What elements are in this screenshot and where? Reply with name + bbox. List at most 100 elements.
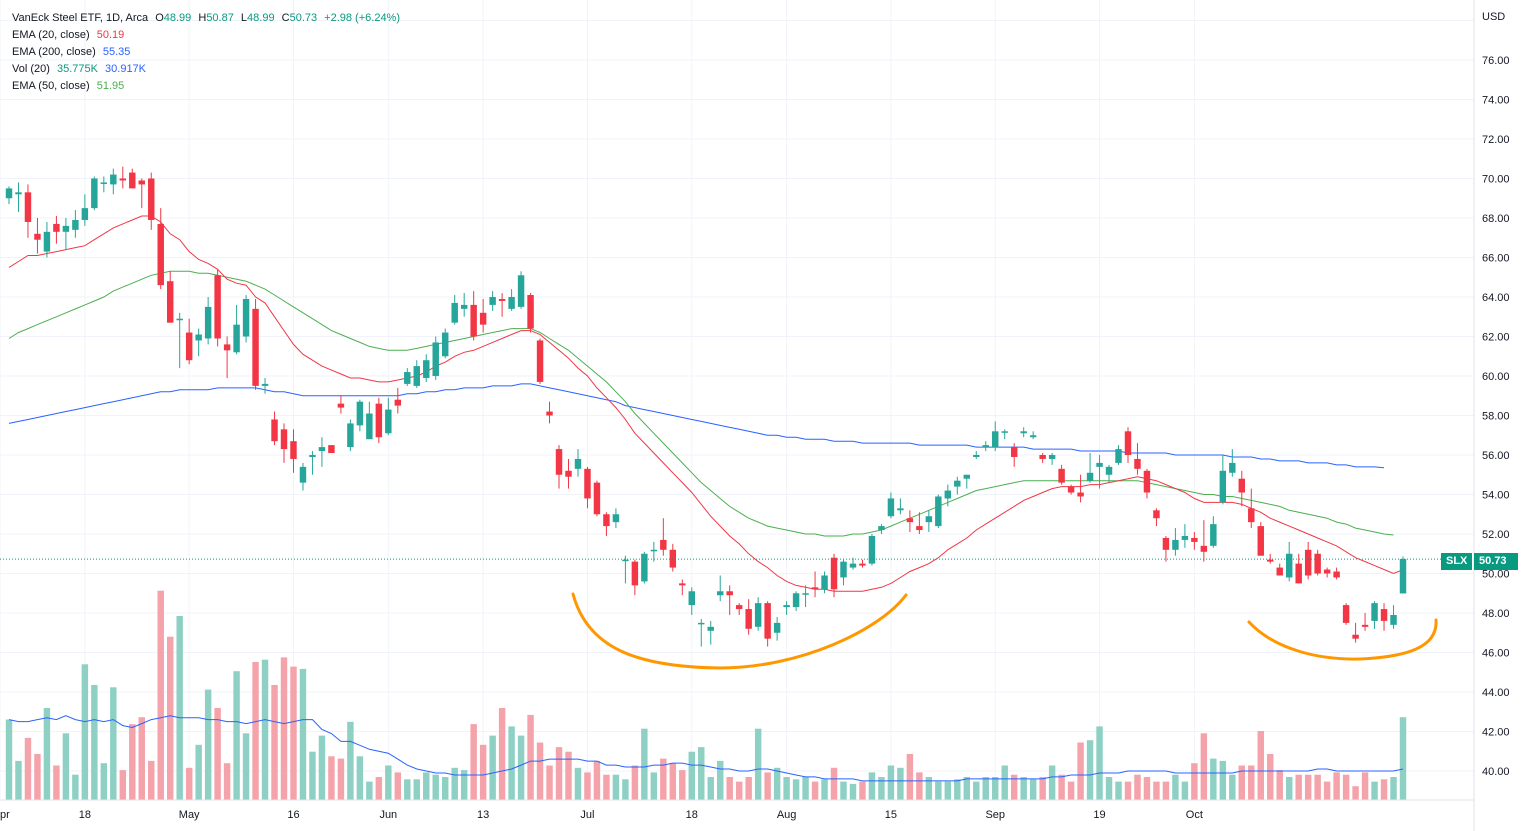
volume-bar: [517, 735, 525, 800]
volume-bar: [1134, 774, 1141, 800]
candle-body: [1143, 470, 1151, 493]
legend-high: 50.87: [206, 12, 234, 24]
volume-bar: [337, 758, 345, 800]
candle-body: [271, 419, 278, 442]
volume-bar: [982, 777, 989, 800]
volume-bar: [309, 751, 316, 800]
candle: [735, 603, 743, 615]
volume-bar: [1086, 740, 1094, 800]
price-tick-label: 72.00: [1482, 134, 1510, 146]
time-tick-label: Aug: [777, 809, 797, 821]
volume-bar: [1276, 770, 1283, 800]
candle-body: [1210, 524, 1217, 546]
annotation-arc-right: [1247, 618, 1438, 661]
candle: [290, 429, 297, 473]
candle-body: [24, 192, 32, 222]
candle-body: [906, 518, 914, 523]
time-tick-label: Jun: [379, 809, 397, 821]
candle-body: [1219, 470, 1227, 503]
candle-body: [138, 180, 145, 185]
legend-ema200-row[interactable]: EMA (200, close) 55.35: [12, 44, 408, 61]
candle-body: [432, 342, 439, 376]
candle: [1304, 541, 1312, 580]
candle: [1172, 528, 1179, 556]
volume-bar: [878, 777, 885, 800]
candle: [233, 304, 240, 355]
candle-body: [830, 557, 838, 590]
volume-bar: [821, 779, 828, 800]
volume-bar: [347, 721, 354, 800]
legend-ema50-row[interactable]: EMA (50, close) 51.95: [12, 78, 408, 95]
volume-bar: [1172, 774, 1179, 800]
volume-bar: [973, 781, 980, 800]
candle-body: [1399, 559, 1407, 594]
candle: [1248, 488, 1255, 529]
price-tick-label: 48.00: [1482, 608, 1510, 620]
candle: [641, 551, 648, 584]
candle: [830, 553, 838, 598]
price-tick-label: 40.00: [1482, 766, 1510, 778]
volume-bar: [906, 754, 914, 800]
price-tick-label: 66.00: [1482, 253, 1510, 265]
candle: [1134, 443, 1141, 475]
volume-bar: [745, 777, 752, 800]
candle: [783, 601, 790, 615]
candle-body: [195, 334, 202, 341]
candle: [1200, 520, 1208, 562]
candle-body: [366, 413, 373, 440]
volume-bar: [887, 765, 895, 800]
candle: [185, 318, 193, 365]
legend-ema50-label: EMA (50, close): [12, 80, 90, 92]
legend-high-label: H: [198, 12, 207, 24]
candle: [726, 585, 733, 615]
candle-body: [517, 275, 525, 307]
volume-bar: [811, 781, 819, 800]
candle-body: [973, 455, 980, 457]
price-tick-label: 64.00: [1482, 292, 1510, 304]
time-tick-label: 19: [1093, 809, 1105, 821]
volume-bar: [204, 689, 212, 800]
candle-body: [62, 225, 70, 232]
candle-body: [479, 312, 487, 325]
volume-bar: [451, 767, 458, 800]
candle-body: [1352, 634, 1359, 639]
volume-bar: [375, 777, 383, 800]
volume-bar: [1342, 774, 1350, 800]
candle: [1191, 532, 1198, 550]
volume-bar: [992, 777, 999, 800]
volume-bar: [840, 781, 847, 800]
volume-bar: [413, 779, 420, 800]
volume-bar: [460, 770, 468, 800]
candle-body: [119, 178, 127, 181]
legend-ema20-row[interactable]: EMA (20, close) 50.19: [12, 27, 408, 44]
candle-body: [1010, 447, 1018, 457]
time-tick-label: Jul: [580, 809, 594, 821]
price-tick-label: 76.00: [1482, 55, 1510, 67]
volume-bar: [394, 772, 402, 800]
volume-bar: [261, 659, 269, 800]
candle-body: [1380, 609, 1388, 621]
candle: [859, 559, 866, 568]
legend-vol-row[interactable]: Vol (20) 35.775K 30.917K: [12, 61, 408, 78]
candle: [119, 166, 127, 189]
candle: [1380, 603, 1388, 631]
volume-bar: [233, 671, 240, 800]
candle: [1096, 455, 1103, 489]
candle: [925, 510, 933, 533]
volume-bar: [441, 777, 449, 800]
candle-body: [735, 605, 743, 610]
volume-bar: [1238, 765, 1246, 800]
volume-bar: [1248, 765, 1255, 800]
candle-body: [185, 332, 193, 361]
candle: [1390, 605, 1397, 629]
candle-body: [1124, 431, 1132, 455]
candle-body: [337, 403, 345, 408]
volume-bar: [166, 636, 174, 800]
volume-bar: [489, 735, 496, 800]
candle-body: [1096, 462, 1103, 467]
candle: [1105, 464, 1113, 483]
volume-bar: [916, 772, 923, 800]
candle-body: [508, 297, 515, 309]
volume-bar: [536, 742, 544, 800]
